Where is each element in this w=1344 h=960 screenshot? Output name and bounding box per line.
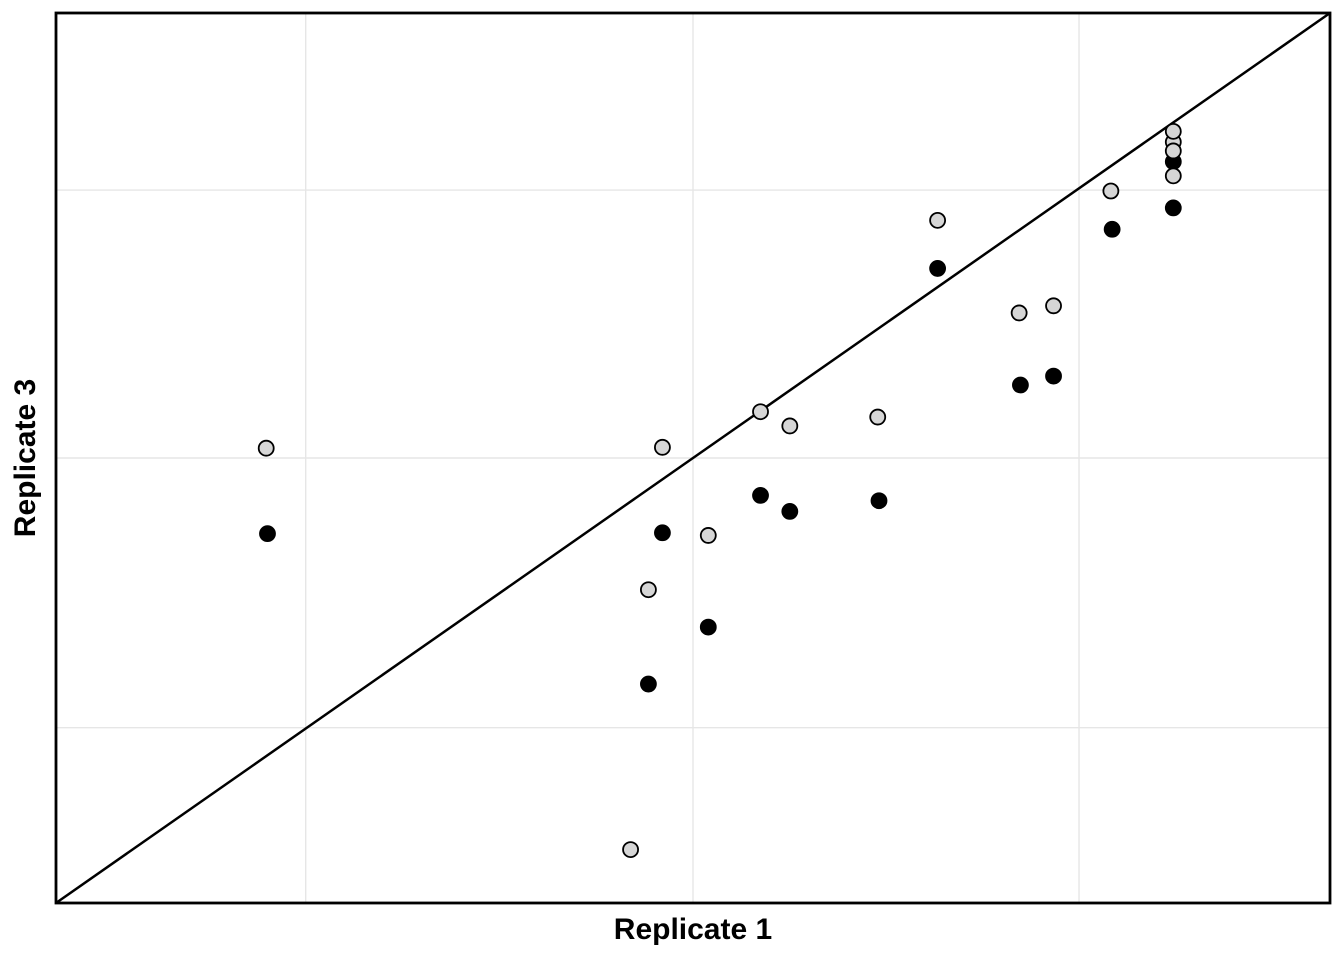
x-axis-label: Replicate 1 [614,913,772,946]
identity-line [55,11,1331,905]
panel-border [54,11,1332,905]
data-point-dark [640,675,657,693]
data-point-light [1164,122,1182,140]
data-point-dark [1164,199,1182,217]
data-point-light [1164,142,1182,160]
data-point-dark [929,260,947,277]
data-point-light [781,417,799,435]
identity-line-layer [55,11,1331,905]
data-point-dark [781,502,799,520]
data-point-dark [1045,367,1062,385]
data-point-dark [1012,376,1029,394]
data-point-light [640,581,657,599]
data-point-dark [752,486,769,504]
data-point-light [752,403,769,421]
data-point-light [699,527,717,544]
data-point-dark [259,525,276,543]
data-point-light [1045,297,1062,315]
data-points [257,122,1182,858]
data-point-dark [1103,220,1121,238]
data-point-light [929,211,947,229]
data-point-light [1102,182,1120,200]
data-point-light [1164,167,1182,185]
data-point-dark [699,618,717,636]
y-axis-label: Replicate 3 [9,379,42,537]
data-point-light [622,841,639,858]
data-point-light [654,438,671,456]
data-point-light [257,439,275,457]
data-point-light [1010,304,1028,322]
data-point-dark [870,492,888,510]
data-point-dark [654,524,671,542]
data-point-light [869,408,887,426]
